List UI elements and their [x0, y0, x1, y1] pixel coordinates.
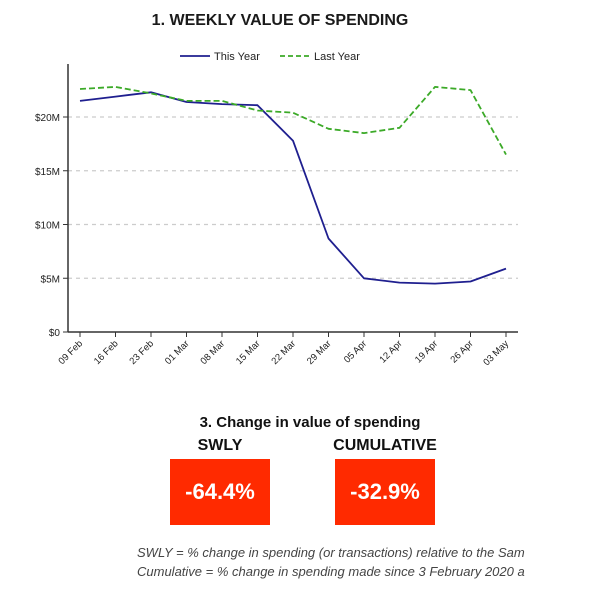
x-tick-label: 05 Apr: [342, 338, 369, 365]
series-line-last-year: [79, 86, 507, 156]
series-line-this-year: [79, 91, 507, 285]
swly-definition-note: SWLY = % change in spending (or transact…: [137, 545, 525, 560]
legend-label: Last Year: [314, 51, 360, 63]
y-tick-label: $10M: [35, 221, 60, 232]
y-tick-label: $5M: [41, 274, 60, 285]
x-tick-label: 01 Mar: [163, 338, 192, 367]
y-tick-label: $15M: [35, 167, 60, 178]
change-section-title: 3. Change in value of spending: [199, 414, 421, 431]
swly-label: SWLY: [197, 437, 243, 454]
swly-value-box: -64.4%: [170, 459, 270, 525]
y-axis-ticks: $0 $5M $10M $15M $20M: [35, 113, 68, 339]
x-tick-label: 03 May: [481, 338, 511, 368]
y-tick-label: $20M: [35, 113, 60, 124]
chart-title: 1. WEEKLY VALUE OF SPENDING: [151, 12, 409, 29]
legend-label: This Year: [214, 51, 260, 63]
chart-grid: [68, 116, 518, 279]
chart-legend: This Year Last Year: [180, 51, 360, 63]
swly-value: -64.4%: [185, 479, 255, 504]
x-tick-label: 09 Feb: [56, 338, 85, 367]
x-tick-label: 12 Apr: [377, 338, 404, 365]
x-axis-ticks: 09 Feb 16 Feb 23 Feb 01 Mar 08 Mar 15 Mar 22 M…: [56, 332, 511, 368]
x-tick-label: 08 Mar: [198, 338, 227, 367]
y-tick-label: $0: [49, 328, 61, 339]
chart-axes: [67, 64, 518, 333]
x-tick-label: 26 Apr: [448, 338, 475, 365]
x-tick-label: 22 Mar: [269, 338, 298, 367]
x-tick-label: 16 Feb: [92, 338, 121, 367]
chart-series: [79, 86, 507, 285]
cumulative-definition-note: Cumulative = % change in spending made s…: [137, 564, 525, 579]
cumulative-value-box: -32.9%: [335, 459, 435, 525]
x-tick-label: 29 Mar: [305, 338, 334, 367]
x-tick-label: 19 Apr: [413, 338, 440, 365]
x-tick-label: 23 Feb: [127, 338, 156, 367]
cumulative-label: CUMULATIVE: [333, 437, 437, 454]
x-tick-label: 15 Mar: [234, 338, 263, 367]
cumulative-value: -32.9%: [350, 479, 420, 504]
weekly-spending-chart: This Year Last Year $0 $5M $10M $15M $20M 09 …: [35, 51, 518, 368]
